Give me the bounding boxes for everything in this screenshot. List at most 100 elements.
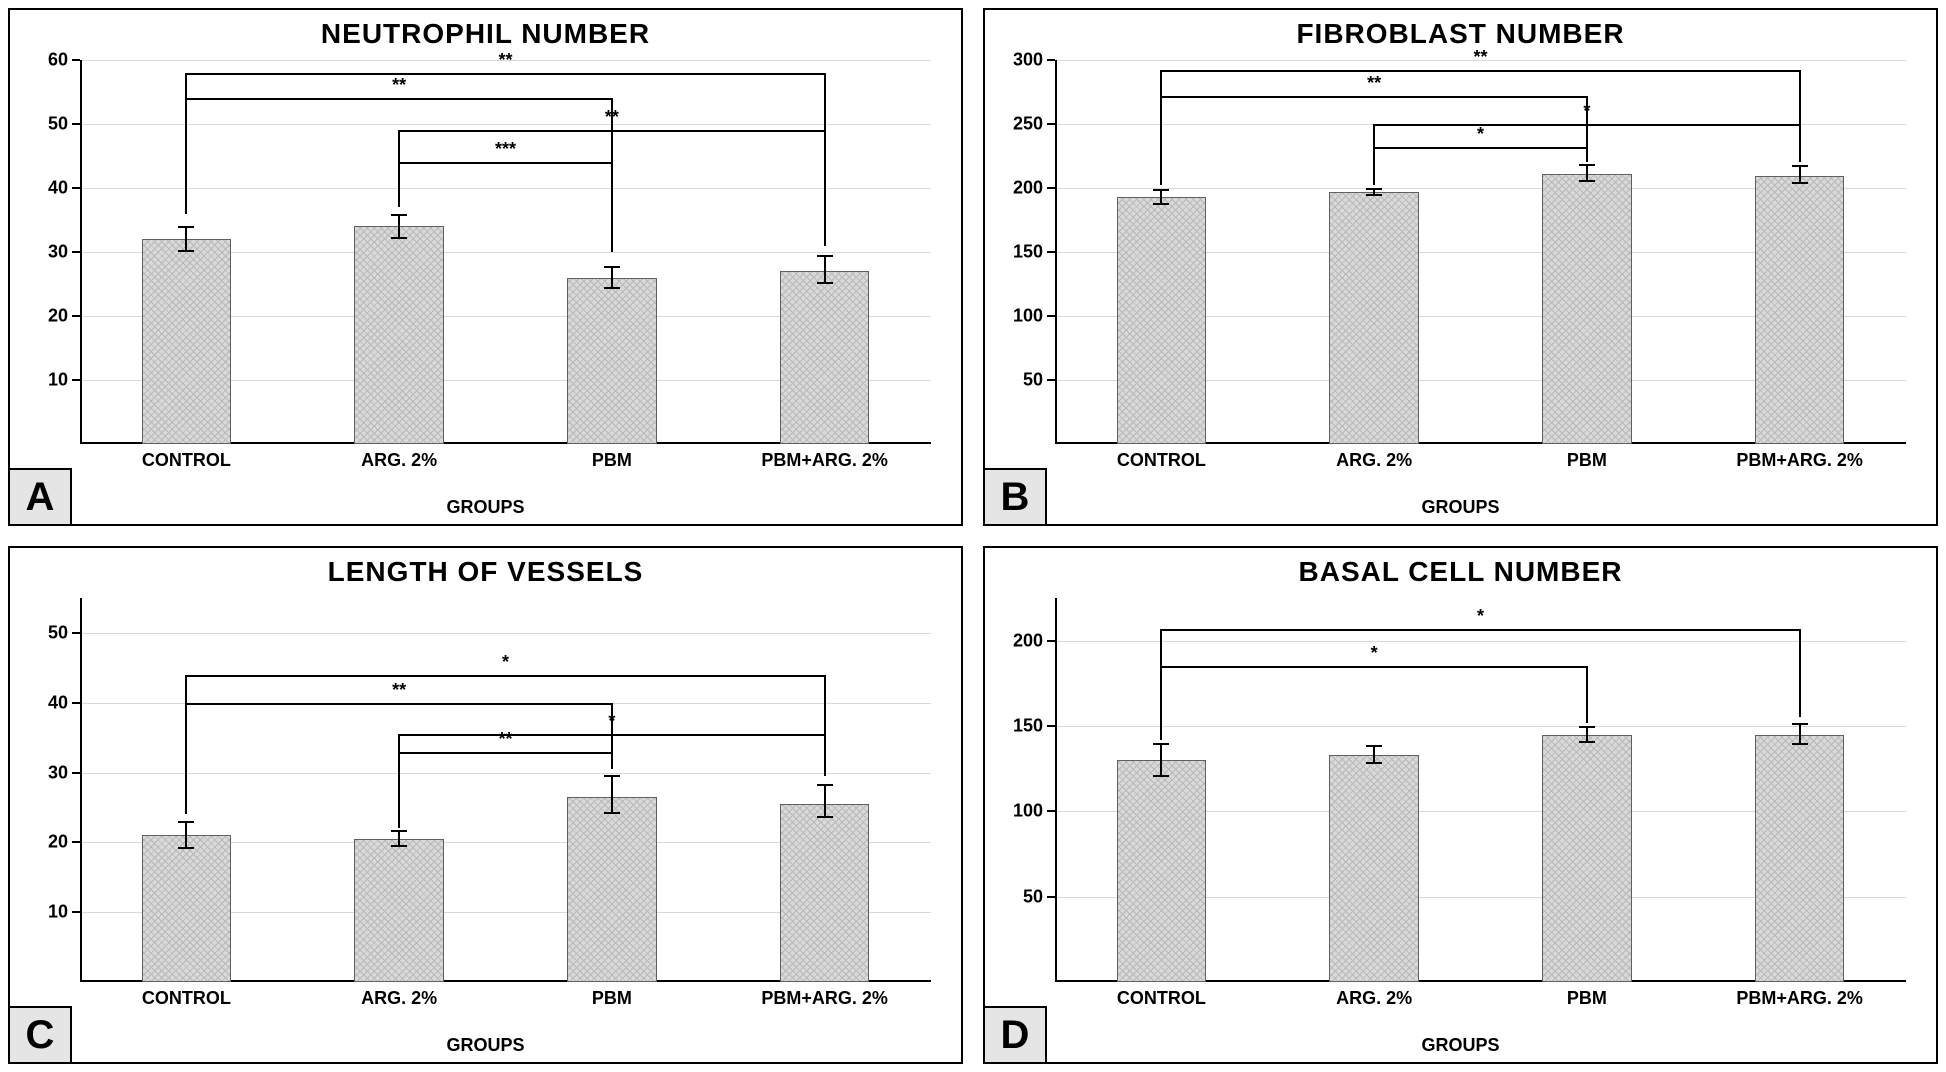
significance-drop — [185, 703, 187, 815]
significance-bracket — [186, 73, 824, 75]
error-bar — [185, 821, 187, 849]
y-tick-label: 50 — [48, 622, 68, 643]
significance-bracket — [1374, 147, 1587, 149]
y-tick — [1047, 251, 1055, 253]
gridline — [1055, 641, 1906, 642]
significance-drop — [611, 752, 613, 769]
plot-area: 50100150200250300CONTROLARG. 2%PBMPBM+AR… — [1055, 60, 1906, 444]
bar — [780, 804, 869, 982]
bar — [142, 239, 231, 444]
y-tick — [1047, 640, 1055, 642]
y-axis — [1055, 60, 1057, 444]
significance-drop — [398, 162, 400, 207]
significance-label: *** — [495, 139, 516, 160]
y-tick-label: 20 — [48, 832, 68, 853]
significance-drop — [1160, 96, 1162, 186]
y-tick-label: 30 — [48, 242, 68, 263]
bar — [142, 835, 231, 982]
y-tick — [1047, 123, 1055, 125]
error-bar — [1586, 726, 1588, 743]
x-axis-label: GROUPS — [985, 1035, 1936, 1056]
significance-bracket — [186, 703, 612, 705]
significance-label: * — [1371, 643, 1378, 664]
panel-letter: C — [8, 1006, 72, 1064]
significance-label: * — [608, 711, 615, 732]
panel-letter: A — [8, 468, 72, 526]
significance-drop — [1586, 666, 1588, 722]
panel-title: FIBROBLAST NUMBER — [985, 18, 1936, 50]
y-tick — [1047, 725, 1055, 727]
error-bar — [1799, 165, 1801, 184]
category-label: ARG. 2% — [1336, 450, 1412, 471]
error-bar — [398, 214, 400, 240]
y-tick — [1047, 379, 1055, 381]
panel-title: LENGTH OF VESSELS — [10, 556, 961, 588]
bar — [1755, 735, 1844, 982]
y-tick-label: 40 — [48, 178, 68, 199]
category-label: CONTROL — [1117, 450, 1206, 471]
bar — [354, 226, 443, 444]
bar — [780, 271, 869, 444]
panel-a: NEUTROPHIL NUMBER102030405060CONTROLARG.… — [8, 8, 963, 526]
significance-drop — [398, 752, 400, 829]
significance-label: ** — [498, 728, 512, 749]
y-tick-label: 40 — [48, 692, 68, 713]
panel-letter: B — [983, 468, 1047, 526]
bar — [354, 839, 443, 982]
y-tick — [1047, 810, 1055, 812]
y-tick-label: 10 — [48, 370, 68, 391]
significance-label: ** — [392, 680, 406, 701]
y-tick-label: 100 — [1013, 801, 1043, 822]
significance-label: ** — [392, 75, 406, 96]
y-tick — [72, 379, 80, 381]
significance-drop — [1160, 666, 1162, 739]
y-tick-label: 50 — [48, 114, 68, 135]
gridline — [80, 188, 931, 189]
y-tick-label: 200 — [1013, 630, 1043, 651]
significance-drop — [1586, 147, 1588, 160]
bar — [1542, 735, 1631, 982]
y-tick — [1047, 896, 1055, 898]
bar — [1755, 176, 1844, 444]
panel-title: NEUTROPHIL NUMBER — [10, 18, 961, 50]
bar — [1542, 174, 1631, 444]
error-bar — [1799, 723, 1801, 745]
error-bar — [398, 830, 400, 847]
y-tick — [72, 251, 80, 253]
x-axis-label: GROUPS — [10, 1035, 961, 1056]
significance-bracket — [186, 98, 612, 100]
significance-drop — [824, 734, 826, 776]
y-tick — [1047, 315, 1055, 317]
y-tick — [72, 315, 80, 317]
y-tick-label: 50 — [1023, 370, 1043, 391]
significance-bracket — [1161, 70, 1799, 72]
significance-drop — [824, 130, 826, 245]
x-axis-label: GROUPS — [985, 497, 1936, 518]
y-tick-label: 150 — [1013, 242, 1043, 263]
y-tick — [72, 123, 80, 125]
significance-bracket — [399, 752, 612, 754]
category-label: PBM+ARG. 2% — [1736, 450, 1863, 471]
gridline — [1055, 726, 1906, 727]
category-label: ARG. 2% — [361, 450, 437, 471]
bar — [567, 278, 656, 444]
panel-c: LENGTH OF VESSELS1020304050CONTROLARG. 2… — [8, 546, 963, 1064]
y-tick-label: 200 — [1013, 178, 1043, 199]
error-bar — [1373, 188, 1375, 196]
significance-label: ** — [498, 50, 512, 71]
y-tick-label: 20 — [48, 306, 68, 327]
y-tick — [72, 187, 80, 189]
panel-title: BASAL CELL NUMBER — [985, 556, 1936, 588]
bar — [567, 797, 656, 982]
significance-label: ** — [605, 107, 619, 128]
gridline — [80, 633, 931, 634]
y-tick-label: 60 — [48, 50, 68, 71]
significance-drop — [1799, 124, 1801, 160]
significance-label: * — [1477, 124, 1484, 145]
y-tick — [72, 911, 80, 913]
y-tick — [1047, 59, 1055, 61]
significance-bracket — [399, 162, 612, 164]
significance-bracket — [1161, 96, 1587, 98]
y-axis — [80, 60, 82, 444]
error-bar — [1586, 164, 1588, 182]
